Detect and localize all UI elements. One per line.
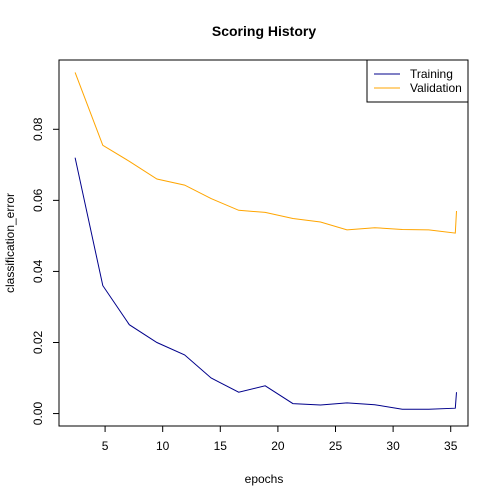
x-tick-label: 15 xyxy=(214,439,228,453)
y-tick-label: 0.02 xyxy=(31,330,45,354)
y-tick-label: 0.06 xyxy=(31,188,45,212)
y-tick-label: 0.04 xyxy=(31,259,45,283)
legend-label-training: Training xyxy=(410,67,453,81)
x-tick-label: 30 xyxy=(386,439,400,453)
series-line-validation xyxy=(74,72,457,234)
series-lines xyxy=(74,72,457,410)
x-tick-label: 25 xyxy=(329,439,343,453)
chart-title: Scoring History xyxy=(212,23,316,39)
plot-frame xyxy=(58,59,469,427)
series-line-training xyxy=(74,157,457,410)
y-tick-label: 0.08 xyxy=(31,117,45,141)
x-tick-label: 35 xyxy=(444,439,458,453)
legend-box xyxy=(366,59,469,103)
x-axis-label: epochs xyxy=(245,472,284,486)
y-axis: 0.00 0.02 0.04 0.06 0.08 xyxy=(31,117,59,425)
legend-label-validation: Validation xyxy=(410,81,462,95)
y-axis-label: classification_error xyxy=(3,193,17,293)
y-tick-label: 0.00 xyxy=(31,402,45,426)
x-tick-label: 10 xyxy=(156,439,170,453)
x-tick-label: 5 xyxy=(102,439,109,453)
x-tick-label: 20 xyxy=(271,439,285,453)
x-axis: 5 10 15 20 25 30 35 xyxy=(102,426,458,453)
